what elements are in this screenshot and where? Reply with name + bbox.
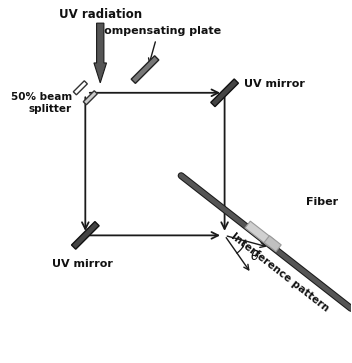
Text: Compensating plate: Compensating plate	[96, 26, 221, 63]
Text: UV mirror: UV mirror	[245, 79, 306, 90]
Polygon shape	[264, 236, 281, 252]
Polygon shape	[131, 56, 159, 83]
Text: Interference pattern: Interference pattern	[228, 231, 330, 313]
Polygon shape	[245, 221, 274, 246]
Text: Fiber: Fiber	[306, 197, 338, 207]
Polygon shape	[71, 221, 99, 249]
Text: θ: θ	[250, 250, 258, 263]
Text: UV mirror: UV mirror	[51, 258, 112, 269]
Polygon shape	[94, 23, 107, 83]
Polygon shape	[211, 79, 238, 107]
Text: UV radiation: UV radiation	[59, 8, 142, 21]
Polygon shape	[83, 91, 97, 105]
Polygon shape	[73, 81, 87, 95]
Text: 50% beam
splitter: 50% beam splitter	[11, 91, 72, 114]
